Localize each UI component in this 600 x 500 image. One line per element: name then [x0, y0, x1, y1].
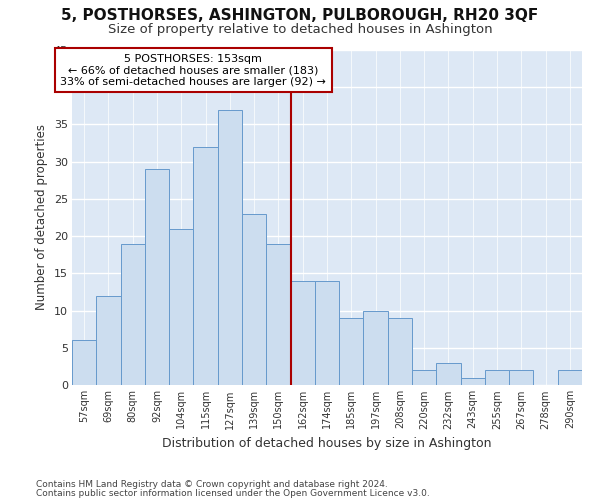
Bar — [266, 244, 290, 385]
Bar — [412, 370, 436, 385]
Bar — [461, 378, 485, 385]
Text: 5 POSTHORSES: 153sqm
← 66% of detached houses are smaller (183)
33% of semi-deta: 5 POSTHORSES: 153sqm ← 66% of detached h… — [61, 54, 326, 87]
Bar — [193, 147, 218, 385]
Bar — [339, 318, 364, 385]
Bar — [290, 281, 315, 385]
Bar — [96, 296, 121, 385]
Y-axis label: Number of detached properties: Number of detached properties — [35, 124, 48, 310]
Text: Contains HM Land Registry data © Crown copyright and database right 2024.: Contains HM Land Registry data © Crown c… — [36, 480, 388, 489]
Text: 5, POSTHORSES, ASHINGTON, PULBOROUGH, RH20 3QF: 5, POSTHORSES, ASHINGTON, PULBOROUGH, RH… — [61, 8, 539, 22]
Bar — [509, 370, 533, 385]
Text: Contains public sector information licensed under the Open Government Licence v3: Contains public sector information licen… — [36, 488, 430, 498]
Bar — [436, 362, 461, 385]
Bar — [485, 370, 509, 385]
Text: Size of property relative to detached houses in Ashington: Size of property relative to detached ho… — [107, 22, 493, 36]
X-axis label: Distribution of detached houses by size in Ashington: Distribution of detached houses by size … — [162, 437, 492, 450]
Bar — [388, 318, 412, 385]
Bar — [145, 169, 169, 385]
Bar — [558, 370, 582, 385]
Bar — [121, 244, 145, 385]
Bar — [218, 110, 242, 385]
Bar — [242, 214, 266, 385]
Bar — [72, 340, 96, 385]
Bar — [364, 310, 388, 385]
Bar — [315, 281, 339, 385]
Bar — [169, 228, 193, 385]
